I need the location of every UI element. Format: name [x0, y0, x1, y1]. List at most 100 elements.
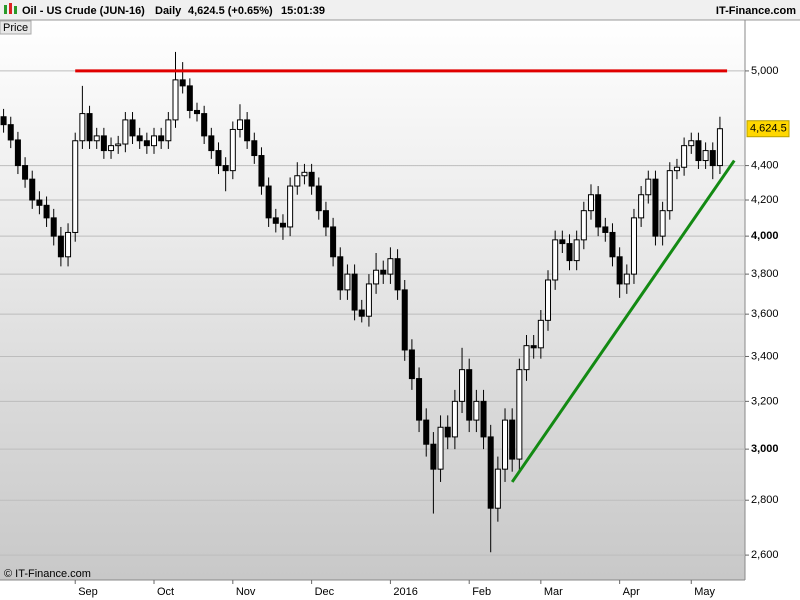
candle-body	[201, 113, 208, 137]
y-axis-label: Price	[3, 22, 28, 34]
x-tick-label: Oct	[157, 586, 174, 598]
candle-body	[487, 436, 494, 509]
candle-body	[208, 135, 215, 152]
plot-area	[0, 21, 745, 580]
candle-body	[222, 165, 229, 172]
candle-body	[530, 345, 537, 349]
candle-body	[0, 116, 7, 126]
candle-body	[509, 419, 516, 460]
candle-body	[602, 226, 609, 233]
candle-body	[136, 135, 143, 142]
candle-body	[401, 289, 408, 351]
y-tick-label: 3,000	[751, 443, 779, 455]
candle-body	[716, 128, 723, 167]
candle-body	[394, 258, 401, 291]
y-tick-label: 4,000	[751, 230, 779, 242]
price-change: 4,624.5 (+0.65%)	[188, 5, 273, 17]
candle-body	[7, 124, 14, 141]
candle-body	[151, 135, 158, 147]
candle-body	[559, 239, 566, 245]
candle-body	[630, 217, 637, 275]
candle-body	[659, 210, 666, 237]
candle-body	[430, 443, 437, 470]
x-tick-label: Mar	[544, 586, 563, 598]
candle-body	[65, 231, 72, 258]
candle-body	[444, 426, 451, 438]
candle-body	[301, 171, 308, 177]
candle-body	[709, 150, 716, 167]
chart-title: Oil - US Crude (JUN-16)	[22, 5, 145, 17]
candle-body	[666, 170, 673, 212]
candle-body	[552, 239, 559, 281]
candle-body	[616, 256, 623, 285]
y-tick-label: 3,600	[751, 308, 779, 320]
x-tick-label: Feb	[472, 586, 491, 598]
y-tick-label: 2,600	[751, 549, 779, 561]
candle-body	[57, 235, 64, 258]
candle-body	[165, 119, 172, 142]
candle-body	[416, 378, 423, 421]
candle-body	[459, 369, 466, 402]
period: Daily	[155, 5, 182, 17]
x-tick-label: May	[694, 586, 715, 598]
x-tick-label: Sep	[78, 586, 98, 598]
trendline	[510, 159, 736, 483]
candle-body	[308, 171, 315, 187]
candle-body	[473, 400, 480, 421]
y-tick-label: 3,200	[751, 395, 779, 407]
candle-body	[265, 185, 272, 219]
candle-body	[100, 135, 107, 152]
candle-body	[502, 419, 509, 470]
candle-body	[72, 140, 79, 233]
candle-body	[373, 269, 380, 285]
app-icon	[4, 3, 17, 14]
candle-body	[365, 283, 372, 317]
candle-body	[244, 119, 251, 142]
x-tick-label: Dec	[315, 586, 335, 598]
candle-body	[623, 273, 630, 285]
candle-body	[451, 400, 458, 438]
candle-body	[86, 113, 93, 142]
candle-body	[229, 128, 236, 172]
candle-body	[544, 279, 552, 321]
y-tick-label: 3,400	[751, 350, 779, 362]
candle-body	[580, 210, 587, 241]
candle-body	[14, 139, 21, 167]
candle-body	[143, 140, 150, 147]
candle-body	[688, 140, 695, 147]
candle-body	[172, 79, 179, 121]
candle-body	[595, 194, 602, 228]
candle-body	[537, 319, 544, 349]
time: 15:01:39	[281, 5, 325, 17]
candle-body	[423, 419, 430, 445]
x-tick-label: Apr	[623, 586, 640, 598]
candle-body	[466, 369, 473, 421]
copyright: © IT-Finance.com	[4, 568, 91, 580]
y-tick-label: 5,000	[751, 65, 779, 77]
candle-body	[186, 85, 193, 111]
last-price-box	[746, 120, 790, 138]
candle-body	[330, 226, 337, 258]
candle-body	[115, 143, 122, 147]
candle-body	[43, 204, 50, 219]
candle-body	[480, 400, 487, 438]
candle-body	[158, 135, 165, 142]
candle-body	[702, 150, 709, 162]
x-tick-label: Nov	[236, 586, 256, 598]
candle-body	[380, 269, 387, 275]
candle-body	[287, 185, 294, 228]
candle-body	[79, 113, 86, 142]
source: IT-Finance.com	[716, 5, 796, 17]
y-tick-label: 4,200	[751, 194, 779, 206]
candle-body	[108, 145, 115, 152]
candle-body	[609, 231, 616, 258]
candle-body	[387, 258, 394, 275]
candle-body	[193, 109, 201, 115]
candle-body	[566, 243, 573, 262]
candle-body	[215, 150, 222, 167]
candle-body	[36, 199, 43, 206]
candle-body	[516, 369, 523, 460]
candle-body	[93, 135, 100, 142]
